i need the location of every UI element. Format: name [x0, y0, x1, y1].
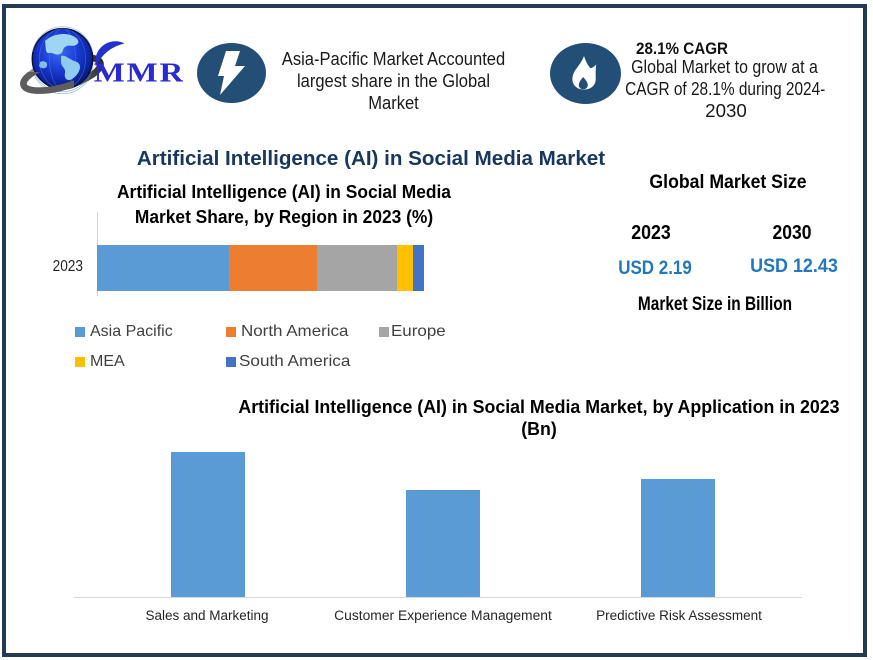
svg-text:MMR: MMR — [94, 57, 183, 88]
